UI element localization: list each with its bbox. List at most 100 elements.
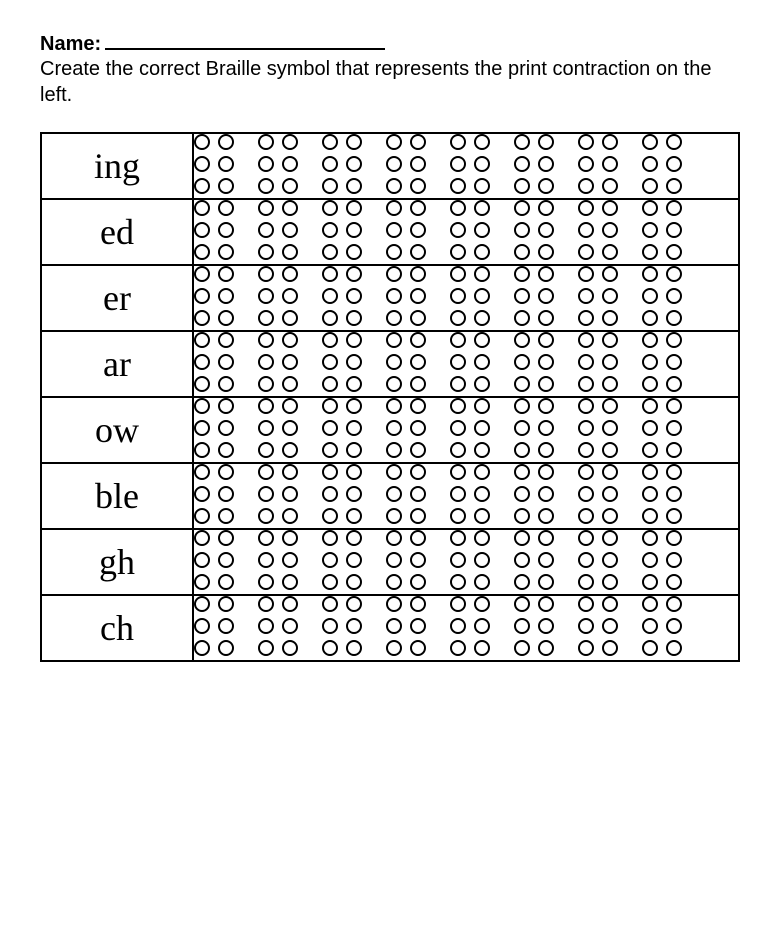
braille-dot[interactable] xyxy=(386,398,402,414)
braille-cell[interactable] xyxy=(514,134,556,198)
braille-cell[interactable] xyxy=(386,266,428,330)
braille-dot[interactable] xyxy=(642,530,658,546)
braille-dot[interactable] xyxy=(258,222,274,238)
braille-dot[interactable] xyxy=(194,354,210,370)
braille-dot[interactable] xyxy=(666,134,682,150)
braille-dot[interactable] xyxy=(602,552,618,568)
braille-dot[interactable] xyxy=(602,376,618,392)
braille-dot[interactable] xyxy=(602,420,618,436)
braille-dot[interactable] xyxy=(322,486,338,502)
braille-dot[interactable] xyxy=(322,244,338,260)
braille-cell[interactable] xyxy=(642,266,684,330)
braille-dot[interactable] xyxy=(642,200,658,216)
braille-dot[interactable] xyxy=(346,596,362,612)
braille-cell[interactable] xyxy=(450,266,492,330)
braille-dot[interactable] xyxy=(514,398,530,414)
braille-cell[interactable] xyxy=(386,134,428,198)
braille-dot[interactable] xyxy=(346,376,362,392)
braille-dot[interactable] xyxy=(282,178,298,194)
braille-dot[interactable] xyxy=(602,618,618,634)
braille-dot[interactable] xyxy=(578,200,594,216)
braille-dot[interactable] xyxy=(386,640,402,656)
braille-dot[interactable] xyxy=(258,530,274,546)
braille-dot[interactable] xyxy=(514,222,530,238)
braille-dot[interactable] xyxy=(346,420,362,436)
braille-dot[interactable] xyxy=(218,530,234,546)
braille-cell[interactable] xyxy=(514,200,556,264)
braille-dot[interactable] xyxy=(666,354,682,370)
braille-dot[interactable] xyxy=(450,530,466,546)
braille-dot[interactable] xyxy=(258,134,274,150)
braille-dot[interactable] xyxy=(578,420,594,436)
braille-cell[interactable] xyxy=(578,134,620,198)
braille-dot[interactable] xyxy=(578,464,594,480)
braille-dot[interactable] xyxy=(450,354,466,370)
braille-cell[interactable] xyxy=(642,200,684,264)
braille-dot[interactable] xyxy=(514,134,530,150)
braille-cell[interactable] xyxy=(450,134,492,198)
braille-dot[interactable] xyxy=(322,640,338,656)
braille-dot[interactable] xyxy=(322,288,338,304)
braille-dot[interactable] xyxy=(410,552,426,568)
braille-dot[interactable] xyxy=(474,310,490,326)
braille-dot[interactable] xyxy=(194,398,210,414)
braille-dot[interactable] xyxy=(218,244,234,260)
braille-dot[interactable] xyxy=(666,244,682,260)
braille-dot[interactable] xyxy=(514,332,530,348)
braille-dot[interactable] xyxy=(666,464,682,480)
braille-dot[interactable] xyxy=(218,596,234,612)
braille-cell[interactable] xyxy=(450,398,492,462)
braille-dot[interactable] xyxy=(578,552,594,568)
braille-dot[interactable] xyxy=(578,332,594,348)
braille-dot[interactable] xyxy=(602,288,618,304)
braille-dot[interactable] xyxy=(194,266,210,282)
braille-dot[interactable] xyxy=(410,486,426,502)
braille-dot[interactable] xyxy=(642,574,658,590)
braille-dot[interactable] xyxy=(666,574,682,590)
braille-dot[interactable] xyxy=(666,596,682,612)
braille-dot[interactable] xyxy=(666,222,682,238)
braille-dot[interactable] xyxy=(346,288,362,304)
braille-dot[interactable] xyxy=(282,156,298,172)
braille-dot[interactable] xyxy=(538,156,554,172)
braille-dot[interactable] xyxy=(602,640,618,656)
braille-cell[interactable] xyxy=(322,464,364,528)
braille-dot[interactable] xyxy=(450,618,466,634)
braille-cell[interactable] xyxy=(514,332,556,396)
braille-dot[interactable] xyxy=(282,508,298,524)
braille-dot[interactable] xyxy=(194,552,210,568)
braille-dot[interactable] xyxy=(322,200,338,216)
braille-cell[interactable] xyxy=(514,530,556,594)
braille-dot[interactable] xyxy=(194,640,210,656)
braille-dot[interactable] xyxy=(386,222,402,238)
braille-dot[interactable] xyxy=(642,244,658,260)
braille-dot[interactable] xyxy=(410,288,426,304)
braille-cell[interactable] xyxy=(450,200,492,264)
braille-dot[interactable] xyxy=(450,508,466,524)
braille-dot[interactable] xyxy=(450,552,466,568)
braille-dot[interactable] xyxy=(410,596,426,612)
braille-dot[interactable] xyxy=(474,442,490,458)
braille-dot[interactable] xyxy=(346,486,362,502)
braille-dot[interactable] xyxy=(410,398,426,414)
braille-dot[interactable] xyxy=(282,288,298,304)
braille-dot[interactable] xyxy=(218,332,234,348)
braille-dot[interactable] xyxy=(258,244,274,260)
braille-dot[interactable] xyxy=(538,552,554,568)
braille-cell[interactable] xyxy=(258,332,300,396)
braille-dot[interactable] xyxy=(282,376,298,392)
braille-cell[interactable] xyxy=(322,530,364,594)
braille-dot[interactable] xyxy=(322,420,338,436)
braille-dot[interactable] xyxy=(386,288,402,304)
braille-cell[interactable] xyxy=(258,266,300,330)
braille-dot[interactable] xyxy=(218,574,234,590)
braille-dot[interactable] xyxy=(346,266,362,282)
braille-dot[interactable] xyxy=(578,354,594,370)
braille-dot[interactable] xyxy=(450,156,466,172)
braille-dot[interactable] xyxy=(346,222,362,238)
braille-dot[interactable] xyxy=(450,376,466,392)
braille-dot[interactable] xyxy=(642,266,658,282)
braille-dot[interactable] xyxy=(474,530,490,546)
braille-cell[interactable] xyxy=(258,134,300,198)
braille-dot[interactable] xyxy=(386,530,402,546)
